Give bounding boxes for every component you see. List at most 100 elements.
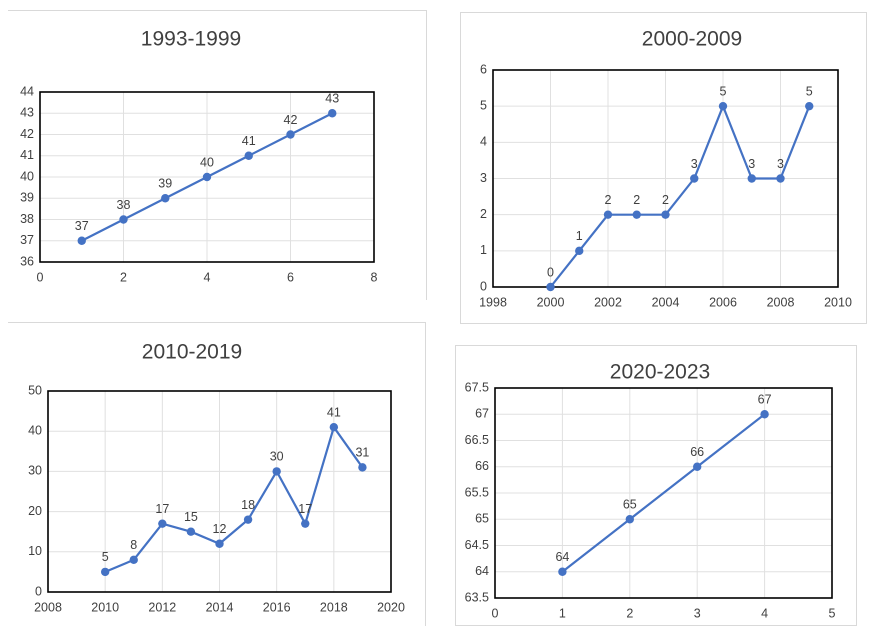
x-tick-label: 5 [829, 606, 836, 620]
x-tick-label: 2012 [148, 600, 176, 614]
data-label: 38 [117, 198, 131, 212]
data-label: 67 [758, 393, 772, 407]
data-label: 5 [102, 550, 109, 564]
y-tick-label: 64 [475, 564, 489, 578]
chart-title: 2000-2009 [642, 28, 742, 51]
y-tick-label: 40 [20, 169, 34, 183]
plot-area-border [494, 387, 833, 599]
x-tick-label: 2002 [594, 295, 622, 309]
x-tick-label: 8 [371, 270, 378, 284]
data-point [718, 101, 728, 111]
x-tick-label: 0 [37, 270, 44, 284]
data-label: 2 [662, 193, 669, 207]
data-label: 17 [155, 502, 169, 516]
data-label: 2 [605, 193, 612, 207]
data-point [625, 515, 634, 524]
data-label: 31 [355, 446, 369, 460]
y-tick-label: 44 [20, 84, 34, 98]
data-label: 1 [576, 229, 583, 243]
data-point [286, 130, 295, 139]
data-point [100, 567, 110, 577]
y-tick-label: 5 [480, 98, 487, 112]
x-tick-label: 2010 [824, 295, 852, 309]
data-point [747, 174, 756, 183]
x-tick-label: 4 [204, 270, 211, 284]
y-tick-label: 6 [480, 62, 487, 76]
data-point [129, 555, 138, 565]
y-tick-label: 40 [28, 423, 42, 437]
data-point [546, 282, 555, 292]
y-tick-label: 63.5 [465, 590, 489, 604]
data-point [690, 174, 699, 183]
data-label: 37 [75, 219, 89, 233]
chart-title: 1993-1999 [141, 28, 241, 51]
x-tick-label: 2010 [91, 600, 119, 614]
x-tick-label: 3 [694, 606, 701, 620]
data-point [358, 463, 367, 472]
y-tick-label: 38 [20, 212, 34, 226]
x-tick-label: 2016 [263, 600, 291, 614]
x-tick-label: 2006 [709, 295, 737, 309]
y-tick-label: 4 [480, 135, 487, 149]
series-line [561, 413, 766, 573]
x-tick-label: 1 [559, 606, 566, 620]
data-point [693, 462, 702, 471]
data-label: 66 [690, 445, 704, 459]
y-tick-label: 66.5 [465, 433, 489, 447]
data-label: 17 [298, 502, 312, 516]
y-tick-label: 67 [475, 407, 489, 421]
series-line [104, 426, 364, 573]
y-tick-label: 43 [20, 106, 34, 120]
y-tick-label: 36 [20, 254, 34, 268]
x-tick-label: 2020 [377, 600, 405, 614]
x-tick-label: 2008 [34, 600, 62, 614]
y-tick-label: 65.5 [465, 485, 489, 499]
data-label: 2 [633, 193, 640, 207]
data-point [805, 101, 814, 111]
data-label: 39 [158, 177, 172, 191]
data-label: 41 [327, 405, 341, 419]
data-point [329, 422, 339, 432]
x-tick-label: 2008 [767, 295, 795, 309]
y-tick-label: 1 [480, 243, 487, 257]
data-label: 64 [555, 550, 569, 564]
data-point [202, 172, 212, 182]
data-point [77, 236, 86, 245]
data-point [328, 109, 337, 118]
data-point [760, 410, 769, 419]
y-tick-label: 0 [480, 279, 487, 293]
data-point [776, 174, 785, 183]
data-label: 3 [777, 157, 784, 171]
y-tick-label: 67.5 [465, 380, 489, 394]
data-point [661, 210, 670, 219]
chart-title: 2010-2019 [142, 341, 242, 364]
x-tick-label: 4 [761, 606, 768, 620]
x-tick-label: 1998 [479, 295, 507, 309]
data-label: 3 [691, 157, 698, 171]
data-label: 15 [184, 510, 198, 524]
data-point [243, 515, 253, 524]
x-tick-label: 2 [120, 270, 127, 284]
y-tick-label: 30 [28, 464, 42, 478]
y-tick-label: 64.5 [465, 538, 489, 552]
data-point [575, 246, 584, 256]
data-point [186, 527, 196, 536]
series-line [549, 105, 811, 288]
x-tick-label: 2 [626, 606, 633, 620]
plot-area-border [47, 390, 392, 593]
data-point [632, 210, 641, 219]
y-tick-label: 42 [20, 127, 34, 141]
data-point [244, 151, 253, 160]
data-label: 30 [270, 450, 284, 464]
data-point [558, 567, 567, 576]
data-label: 41 [242, 134, 256, 148]
data-label: 43 [325, 92, 339, 106]
chart-title: 2020-2023 [610, 361, 710, 384]
data-label: 5 [720, 84, 727, 98]
chart-svg: 2010-2019 0 10 20 30 40 50 2008 2010 2012 2014 2016… [28, 341, 405, 615]
data-point [272, 467, 281, 476]
x-tick-label: 2014 [206, 600, 234, 614]
data-label: 42 [284, 113, 298, 127]
data-point [215, 539, 224, 548]
data-label: 18 [241, 498, 255, 512]
